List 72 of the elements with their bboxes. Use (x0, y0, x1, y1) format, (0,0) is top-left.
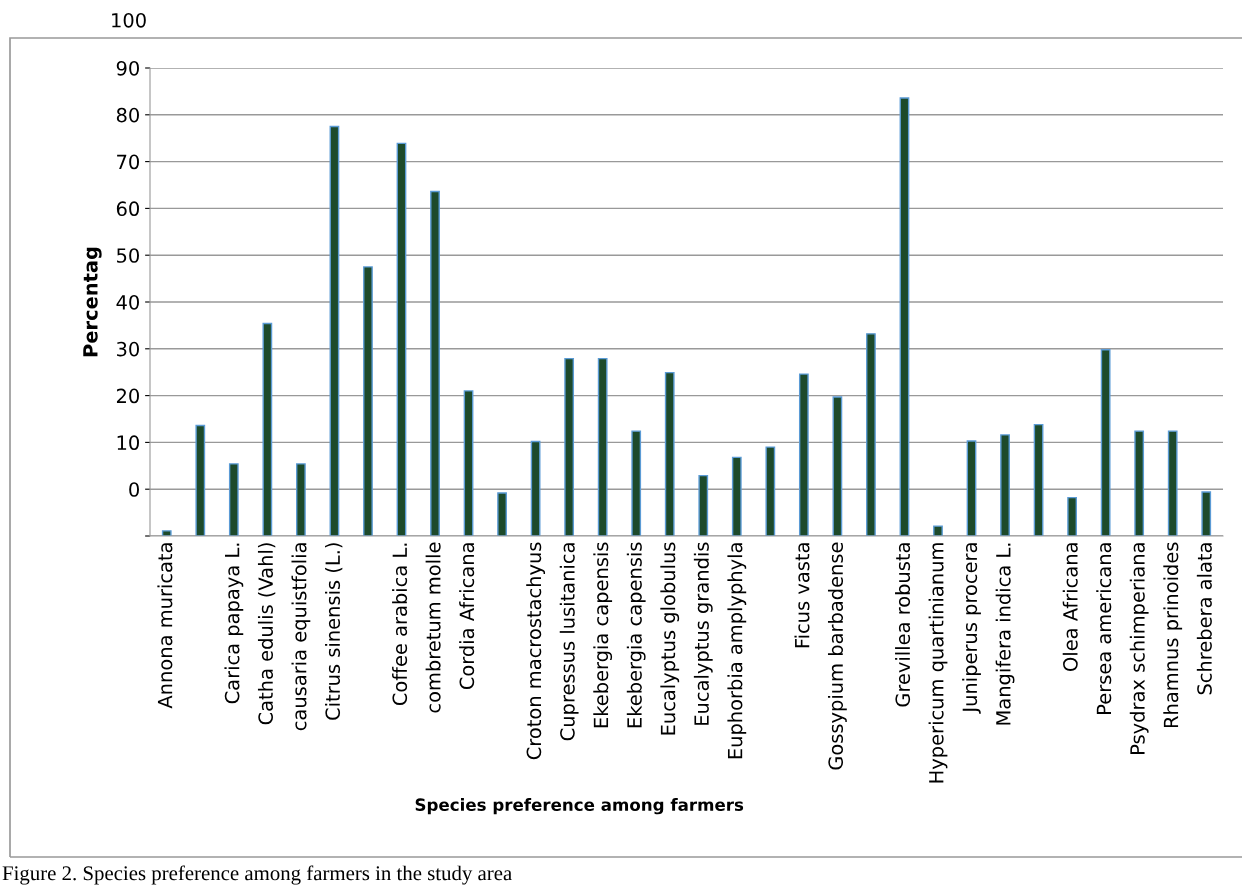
x-tick-label: Catha edulis (Vahl) (257, 543, 276, 725)
bar (1033, 423, 1044, 536)
bar (765, 446, 776, 536)
bar (564, 357, 575, 536)
bar (597, 357, 608, 536)
x-tick-label: Citrus sinensis (L.) (325, 543, 343, 720)
bar (530, 440, 541, 536)
x-tick-label: Eucalyptus grandis (693, 542, 713, 725)
text: 100 (112, 12, 146, 28)
bar (933, 525, 943, 536)
bar (664, 371, 675, 536)
bar (631, 430, 642, 536)
y-tick-label: 40 (116, 294, 139, 310)
y-tick-label: 0 (129, 482, 139, 497)
bar (832, 396, 843, 536)
bar (363, 266, 373, 536)
x-tick-label: Cupressus lusitanica (559, 543, 579, 741)
y-tick-label: 80 (116, 107, 139, 123)
bar (1167, 430, 1178, 536)
y-tick-label: 60 (116, 201, 139, 217)
x-tick-label: Ekebergia capensis (593, 542, 613, 728)
x-tick-label: Hypericum quartinianum (928, 543, 948, 783)
bar (698, 474, 709, 536)
bar (228, 463, 239, 536)
y-tick-label: 20 (116, 388, 139, 404)
bar (731, 456, 742, 536)
x-tick-label: Eucalyptus globulus (660, 542, 680, 735)
bar (899, 97, 910, 536)
x-tick-label: Ekebergia capensis (626, 542, 646, 728)
y-tick-label: 30 (117, 341, 139, 357)
bar (497, 492, 507, 536)
x-tick-label: Juniperus procera (962, 543, 981, 714)
x-tick-label: combretum molle (425, 542, 441, 713)
bar (1100, 349, 1111, 536)
bar (329, 125, 340, 536)
bar (1201, 491, 1212, 536)
x-tick-label: Schrebera alata (1196, 543, 1212, 695)
x-tick-label: Euphorbia amplyphyla (727, 543, 747, 759)
bar (396, 142, 407, 536)
y-tick-label: 50 (117, 248, 139, 263)
bar (966, 440, 977, 536)
x-tick-label: Psydrax schimperiana (1129, 543, 1149, 754)
y-tick-label: 10 (117, 435, 139, 451)
y-tick-label: 70 (117, 154, 139, 170)
x-tick-label: Mangifera indica L. (995, 543, 1015, 725)
x-tick-label: Grevillea robusta (895, 543, 911, 707)
bar (296, 463, 306, 536)
x-tick-label: Coffee arabica L. (392, 543, 408, 706)
x-tick-label: Ficus vasta (794, 543, 810, 648)
x-tick-label: Rhamnus prinoides (1163, 542, 1183, 728)
y-axis-title: Percentag (83, 247, 102, 357)
x-tick-label: Annona muricata (157, 543, 173, 709)
bar (1067, 496, 1077, 536)
y-tick-label: 90 (116, 60, 139, 76)
x-axis-title: Species preference among farmers (415, 798, 744, 815)
bar (195, 424, 206, 536)
caption: Figure 2. Species preference among farmers in the study area (2, 865, 512, 885)
x-tick-label: Carica papaya L. (224, 543, 244, 704)
bar (430, 190, 440, 536)
bar (463, 390, 474, 536)
x-tick-label: Gossypium barbadense (827, 542, 847, 770)
bar (1134, 430, 1145, 536)
bar (798, 373, 809, 536)
bar (161, 530, 172, 536)
bar (1000, 434, 1010, 536)
x-tick-label: Cordia Africana (459, 543, 475, 690)
x-tick-label: Persea americana (1096, 543, 1112, 714)
x-tick-label: Croton macrostachyus (526, 542, 546, 760)
x-tick-label: causaria equistfolia (291, 543, 311, 731)
bar (866, 333, 876, 536)
bar (262, 322, 273, 536)
x-tick-label: Olea Africana (1062, 543, 1078, 671)
